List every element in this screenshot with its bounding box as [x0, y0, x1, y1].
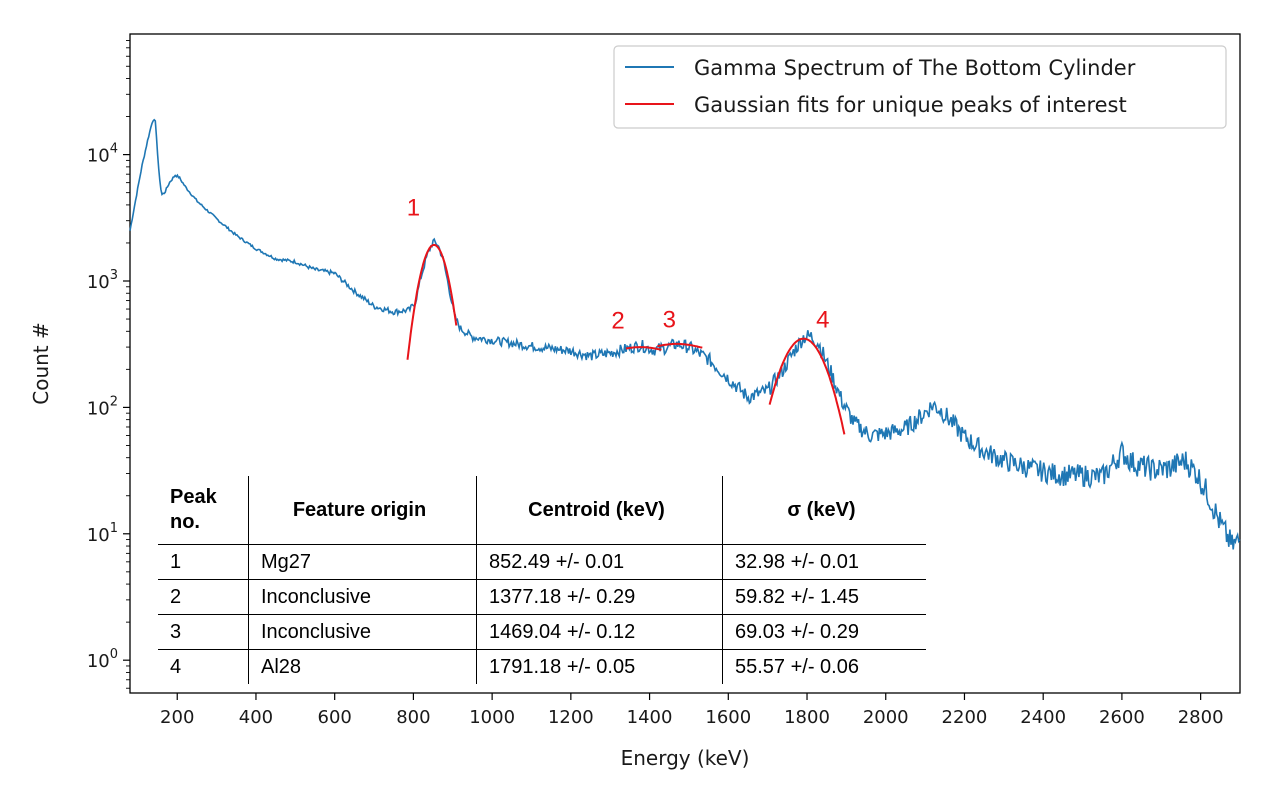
table-cell: 3: [158, 614, 249, 650]
table-cell: Inconclusive: [248, 579, 477, 615]
table-header-cell: Feature origin: [248, 476, 477, 545]
table-header-cell: Peak no.: [158, 476, 249, 545]
legend-entry: Gaussian fits for unique peaks of intere…: [694, 93, 1127, 117]
table-cell: 1791.18 +/- 0.05: [476, 649, 723, 684]
x-tick-label: 2400: [1020, 707, 1066, 728]
x-tick-label: 1800: [784, 707, 830, 728]
table-cell: 69.03 +/- 0.29: [722, 614, 926, 650]
x-tick-label: 2000: [863, 707, 909, 728]
table-header-cell: Centroid (keV): [476, 476, 723, 545]
x-tick-label: 400: [239, 707, 273, 728]
table-row: 4 Al28 1791.18 +/- 0.05 55.57 +/- 0.06: [158, 649, 926, 684]
table-cell: 2: [158, 579, 249, 615]
x-axis-title: Energy (keV): [621, 746, 750, 770]
table-cell: Al28: [248, 649, 477, 684]
x-tick-label: 1200: [548, 707, 594, 728]
table-cell: 1: [158, 544, 249, 580]
y-tick-label: 102: [87, 394, 118, 419]
legend: Gamma Spectrum of The Bottom Cylinder Gau…: [613, 45, 1227, 129]
x-tick-label: 2600: [1099, 707, 1145, 728]
table-cell: 852.49 +/- 0.01: [476, 544, 723, 580]
table-header-row: Peak no. Feature origin Centroid (keV) σ (ke…: [158, 476, 926, 545]
peak-label-1: 1: [407, 194, 420, 221]
x-tick-label: 2200: [942, 707, 988, 728]
plot-axes: 200 400 600 800 1000 1200 1400 1600 1800 2000 2200…: [87, 33, 1241, 728]
table-cell: Inconclusive: [248, 614, 477, 650]
x-tick-label: 600: [318, 707, 352, 728]
table-cell: 55.57 +/- 0.06: [722, 649, 926, 684]
x-tick-label: 2800: [1178, 707, 1224, 728]
gaussian-fit-4: [768, 337, 846, 435]
x-tick-label: 1600: [705, 707, 751, 728]
peak-label-2: 2: [611, 308, 624, 335]
table-row: 3 Inconclusive 1469.04 +/- 0.12 69.03 +/- 0…: [158, 614, 926, 650]
table-row: 2 Inconclusive 1377.18 +/- 0.29 59.82 +/- 1…: [158, 579, 926, 615]
gaussian-fit-1: [406, 243, 458, 360]
legend-entry: Gamma Spectrum of The Bottom Cylinder: [694, 56, 1136, 80]
table-cell: 1377.18 +/- 0.29: [476, 579, 723, 615]
y-axis-title: Count #: [29, 322, 53, 405]
x-tick-label: 800: [396, 707, 430, 728]
peak-label-4: 4: [816, 306, 829, 333]
table-row: 1 Mg27 852.49 +/- 0.01 32.98 +/- 0.01: [158, 544, 926, 580]
plot-frame: [129, 33, 1241, 694]
table-cell: 1469.04 +/- 0.12: [476, 614, 723, 650]
y-tick-label: 101: [87, 521, 118, 546]
table-cell: Mg27: [248, 544, 477, 580]
table-cell: 4: [170, 655, 182, 678]
y-tick-label: 100: [87, 647, 118, 672]
y-tick-label: 104: [87, 142, 118, 167]
peak-annotations: 1 2 3 4: [407, 194, 830, 334]
peak-label-3: 3: [663, 306, 676, 333]
x-tick-label: 1400: [627, 707, 673, 728]
table-header-cell: σ (keV): [722, 476, 926, 545]
gaussian-fit-3: [657, 342, 703, 349]
x-tick-label: 200: [160, 707, 194, 728]
peak-table: Peak no. Feature origin Centroid (keV) σ (ke…: [158, 476, 926, 684]
fit-layer: [406, 243, 846, 435]
series-layer: [129, 118, 1241, 550]
spectrum-line: [129, 118, 1241, 550]
table-cell: 32.98 +/- 0.01: [722, 544, 926, 580]
legend-box: [613, 45, 1227, 129]
table-cell: 59.82 +/- 1.45: [722, 579, 926, 615]
y-tick-label: 103: [87, 268, 118, 293]
gaussian-fit-2: [625, 346, 662, 351]
x-tick-label: 1000: [469, 707, 515, 728]
